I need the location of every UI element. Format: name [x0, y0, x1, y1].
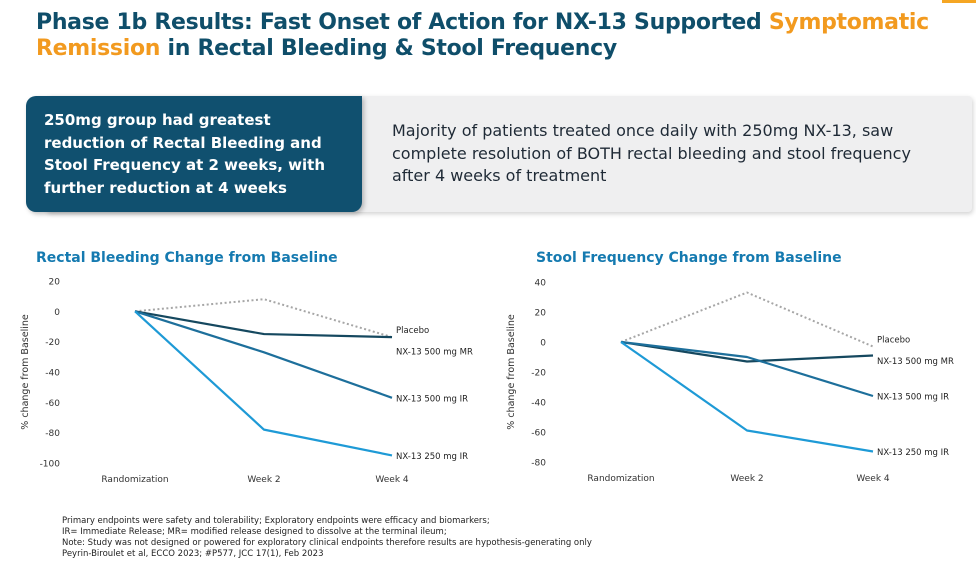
footnote-line: Peyrin-Biroulet et al, ECCO 2023; #P577,…: [62, 549, 324, 559]
y-axis-label: % change from Baseline: [20, 314, 31, 430]
callout-dark-panel: 250mg group had greatest reduction of Re…: [26, 96, 362, 212]
footnote-line: IR= Immediate Release; MR= modified rele…: [62, 527, 447, 537]
callout-banner: Majority of patients treated once daily …: [26, 96, 974, 212]
x-tick-label-week-4: Week 4: [375, 475, 409, 485]
footnote-line: Note: Study was not designed or powered …: [62, 538, 592, 548]
stool-frequency-chart: 40 20 0 -20 -40 -60 -80 % change from Baseline R…: [506, 279, 954, 485]
callout-light-text: Majority of patients treated once daily …: [392, 121, 911, 185]
series-label-nx-13-500-mg-ir: NX-13 500 mg IR: [396, 394, 468, 404]
x-tick-label-week-4: Week 4: [856, 474, 890, 484]
y-tick-label: 0: [540, 339, 546, 349]
series-label-placebo: Placebo: [877, 336, 910, 346]
series-line-nx-13-500-mg-mr: [134, 310, 393, 339]
y-tick-label: -100: [40, 460, 61, 470]
y-tick-label: -80: [531, 459, 546, 469]
title-part-1: Phase 1b Results: Fast Onset of Action f…: [36, 10, 769, 35]
y-tick-label: 40: [535, 279, 547, 289]
y-tick-label: 20: [535, 309, 547, 319]
footnotes: Primary endpoints were safety and tolera…: [62, 516, 962, 560]
series-line-nx-13-250-mg-ir: [620, 341, 874, 453]
series-label-nx-13-500-mg-mr: NX-13 500 mg MR: [396, 348, 473, 358]
series-label-nx-13-500-mg-ir: NX-13 500 mg IR: [877, 393, 949, 403]
x-tick-label-week-2: Week 2: [247, 475, 280, 485]
series-line-nx-13-500-mg-ir: [620, 340, 874, 398]
series-line-nx-13-500-mg-mr: [620, 340, 874, 363]
y-tick-label: -60: [45, 399, 60, 409]
y-tick-label: -40: [45, 369, 60, 379]
y-tick-label: 0: [54, 308, 60, 318]
y-tick-label: -60: [531, 429, 546, 439]
title-highlight: Symptomatic Remission: [36, 10, 929, 61]
x-tick-label-week-2: Week 2: [730, 474, 763, 484]
footnote-line: Primary endpoints were safety and tolera…: [62, 516, 490, 526]
chart-title-rectal-bleeding: Rectal Bleeding Change from Baseline: [36, 250, 338, 266]
y-tick-label: -40: [531, 399, 546, 409]
x-tick-label-randomization: Randomization: [101, 475, 168, 485]
y-tick-label: -20: [531, 369, 546, 379]
page-title: Phase 1b Results: Fast Onset of Action f…: [36, 10, 936, 62]
series-line-nx-13-500-mg-ir: [134, 310, 393, 399]
chart-title-stool-frequency: Stool Frequency Change from Baseline: [536, 250, 842, 266]
x-tick-label-randomization: Randomization: [587, 474, 654, 484]
y-tick-label: 20: [49, 278, 61, 288]
rectal-bleeding-chart: 20 0 -20 -40 -60 -80 -100 % change from Baselin…: [20, 278, 473, 486]
series-label-nx-13-500-mg-mr: NX-13 500 mg MR: [877, 357, 954, 367]
series-label-nx-13-250-mg-ir: NX-13 250 mg IR: [396, 452, 468, 462]
y-axis-label: % change from Baseline: [506, 314, 517, 430]
series-line-nx-13-250-mg-ir: [134, 310, 393, 457]
series-label-placebo: Placebo: [396, 326, 429, 336]
y-tick-label: -20: [45, 338, 60, 348]
series-line-placebo: [620, 291, 874, 348]
callout-dark-text: 250mg group had greatest reduction of Re…: [44, 111, 326, 197]
corner-accent-bar: [942, 0, 976, 3]
series-label-nx-13-250-mg-ir: NX-13 250 mg IR: [877, 448, 949, 458]
y-tick-label: -80: [45, 429, 60, 439]
title-part-2: in Rectal Bleeding & Stool Frequency: [160, 36, 617, 61]
